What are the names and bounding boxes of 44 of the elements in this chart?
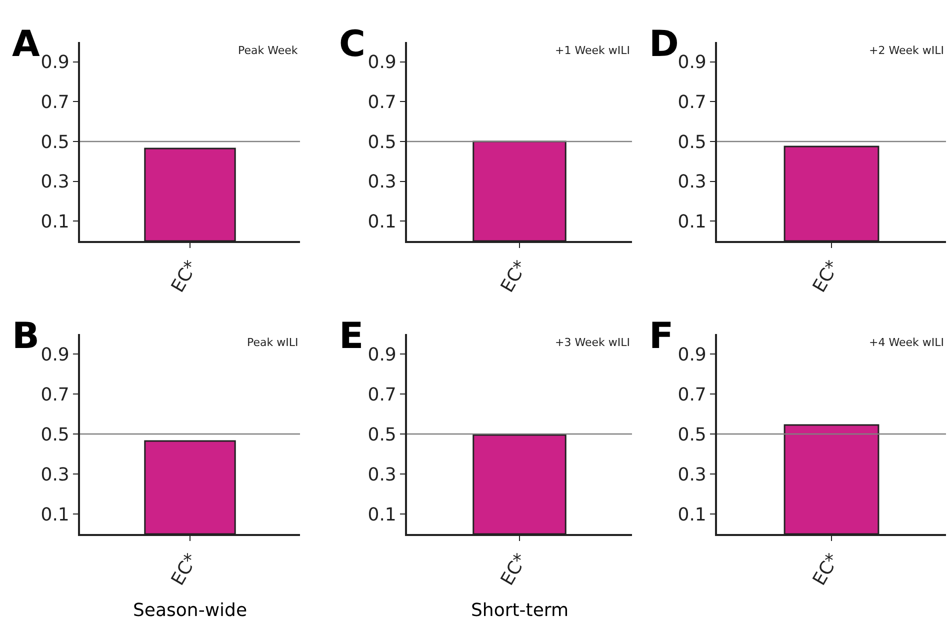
chart-title: A [12, 24, 40, 65]
chart-subtitle: +1 Week wILI [555, 44, 630, 57]
y-tick-label: 0.7 [678, 92, 706, 113]
y-tick-label: 0.9 [40, 344, 70, 366]
y-tick-label: 0.1 [678, 211, 706, 232]
y-tick-label: 0.9 [678, 52, 706, 74]
y-tick-label: 0.5 [678, 424, 706, 446]
y-tick-label: 0.3 [40, 464, 70, 486]
chart-title: F [649, 316, 674, 357]
chart-subtitle: Peak Week [238, 44, 298, 57]
y-tick-label: 0.7 [368, 92, 396, 113]
y-tick-label: 0.3 [678, 172, 706, 193]
chart-subtitle: +4 Week wILI [869, 336, 944, 349]
text: Short-term [471, 600, 569, 621]
chart-title: B [12, 316, 40, 357]
text: Season-wide [133, 600, 248, 621]
y-tick-label: 0.3 [678, 464, 706, 486]
y-tick-label: 0.1 [368, 211, 396, 232]
y-tick-label: 0.7 [678, 384, 706, 406]
y-tick-label: 0.3 [40, 172, 70, 193]
y-tick-label: 0.1 [40, 504, 70, 526]
y-tick-label: 0.9 [368, 344, 396, 366]
y-tick-label: 0.5 [368, 424, 396, 446]
chart-title: E [339, 316, 364, 357]
y-tick-label: 0.5 [368, 132, 396, 153]
y-tick-label: 0.7 [368, 384, 396, 406]
y-tick-label: 0.5 [678, 132, 706, 153]
y-tick-label: 0.3 [368, 172, 396, 193]
y-tick-label: 0.3 [368, 464, 396, 486]
y-tick-label: 0.1 [678, 504, 706, 526]
y-tick-label: 0.9 [678, 344, 706, 366]
y-tick-label: 0.1 [368, 504, 396, 526]
chart-subtitle: +2 Week wILI [869, 44, 944, 57]
y-tick-label: 0.9 [368, 52, 396, 74]
y-tick-label: 0.1 [40, 211, 70, 232]
chart-subtitle: +3 Week wILI [555, 336, 630, 349]
y-tick-label: 0.7 [40, 92, 70, 113]
y-tick-label: 0.7 [40, 384, 70, 406]
chart-title: C [339, 24, 366, 65]
y-tick-label: 0.9 [40, 52, 70, 74]
y-tick-label: 0.5 [40, 132, 70, 153]
chart-title: D [649, 24, 679, 65]
y-tick-label: 0.5 [40, 424, 70, 446]
chart-subtitle: Peak wILI [247, 336, 298, 349]
